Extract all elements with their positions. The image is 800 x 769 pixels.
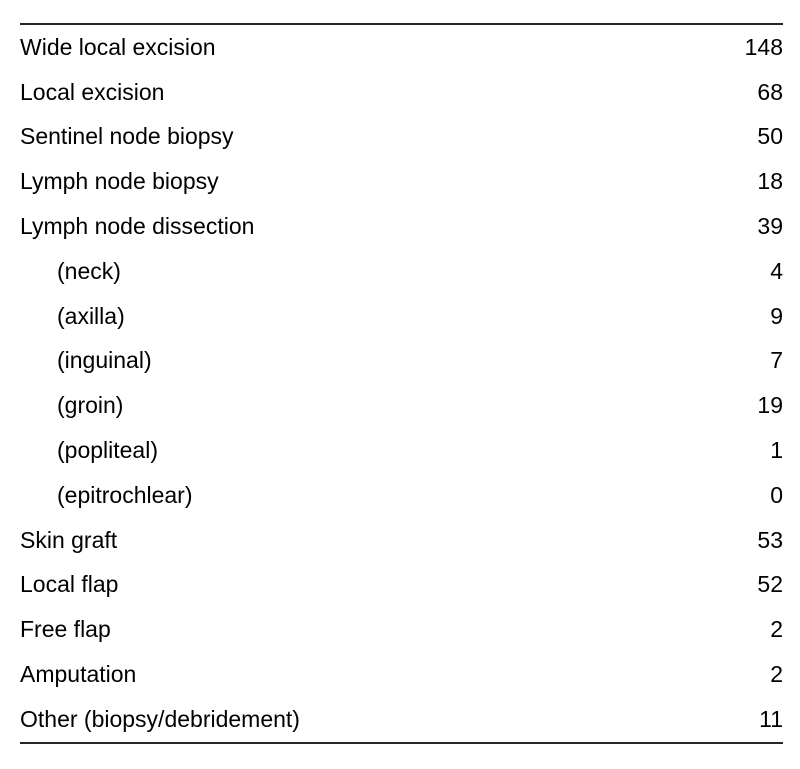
procedure-label: (epitrochlear) — [57, 481, 193, 508]
table-row: (neck) 4 — [20, 249, 783, 294]
procedure-count: 53 — [757, 526, 783, 553]
procedure-label: Free flap — [20, 616, 111, 643]
procedure-count: 4 — [770, 257, 783, 284]
procedure-label: (inguinal) — [57, 347, 152, 374]
table-row: Free flap 2 — [20, 607, 783, 652]
procedure-label: Lymph node biopsy — [20, 168, 219, 195]
procedure-label: Skin graft — [20, 526, 118, 553]
table-row: Skin graft 53 — [20, 518, 783, 563]
procedure-count: 2 — [770, 616, 783, 643]
table-row: Lymph node biopsy 18 — [20, 159, 783, 204]
procedure-count: 1 — [770, 437, 783, 464]
procedure-count: 7 — [770, 347, 783, 374]
procedure-count: 0 — [770, 481, 783, 508]
table-row: Lymph node dissection 39 — [20, 204, 783, 249]
table-row: (axilla) 9 — [20, 294, 783, 339]
procedure-label: Amputation — [20, 661, 137, 688]
table-row: Amputation 2 — [20, 652, 783, 697]
table-row: Other (biopsy/debridement) 11 — [20, 697, 783, 743]
procedure-label: (popliteal) — [57, 437, 158, 464]
procedure-count: 2 — [770, 661, 783, 688]
procedure-label: (groin) — [57, 392, 124, 419]
procedure-label: Lymph node dissection — [20, 213, 255, 240]
procedure-label: Wide local excision — [20, 33, 216, 60]
procedure-count: 11 — [759, 705, 783, 732]
procedure-count: 19 — [757, 392, 783, 419]
procedure-count: 148 — [744, 33, 783, 60]
table-row: Sentinel node biopsy 50 — [20, 115, 783, 160]
procedure-label: Local flap — [20, 571, 119, 598]
procedures-table: Wide local excision 148 Local excision 68 Se… — [20, 23, 783, 744]
procedure-count: 9 — [770, 302, 783, 329]
procedure-label: Local excision — [20, 78, 165, 105]
table-row: (groin) 19 — [20, 383, 783, 428]
table-row: (popliteal) 1 — [20, 428, 783, 473]
procedures-table-body: Wide local excision 148 Local excision 68 Se… — [20, 24, 783, 743]
procedure-count: 50 — [757, 123, 783, 150]
table-row: Local excision 68 — [20, 70, 783, 115]
procedure-count: 18 — [757, 168, 783, 195]
procedure-label: (axilla) — [57, 302, 125, 329]
procedure-count: 39 — [757, 213, 783, 240]
table-row: (epitrochlear) 0 — [20, 473, 783, 518]
procedure-count: 52 — [757, 571, 783, 598]
table-row: Wide local excision 148 — [20, 24, 783, 70]
table-row: Local flap 52 — [20, 563, 783, 608]
table-row: (inguinal) 7 — [20, 339, 783, 384]
procedure-label: (neck) — [57, 257, 121, 284]
procedure-label: Sentinel node biopsy — [20, 123, 234, 150]
procedure-label: Other (biopsy/debridement) — [20, 705, 300, 732]
procedure-count: 68 — [757, 78, 783, 105]
